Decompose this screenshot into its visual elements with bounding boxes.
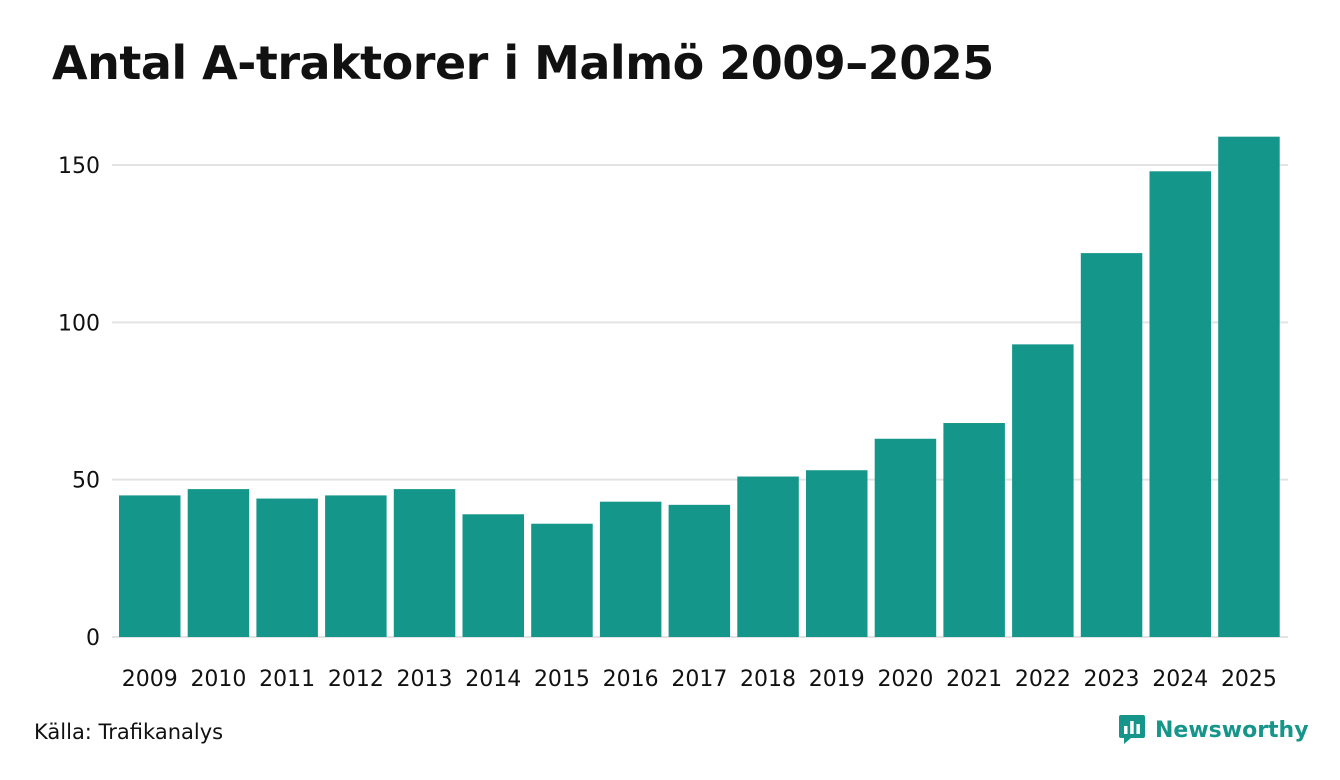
bar-2023 (1080, 253, 1143, 637)
bar-2021 (943, 423, 1005, 637)
x-tick-label: 2013 (397, 667, 453, 692)
x-tick-label: 2011 (259, 667, 315, 692)
x-tick-label: 2015 (534, 667, 590, 692)
bar-2019 (806, 470, 868, 637)
bar-2024 (1149, 171, 1211, 637)
bar-2011 (256, 498, 318, 637)
x-tick-label: 2009 (122, 667, 178, 692)
y-tick-label: 0 (86, 626, 100, 651)
brand-logo[interactable]: Newsworthy (1118, 714, 1309, 746)
x-tick-label: 2022 (1015, 667, 1071, 692)
x-tick-label: 2023 (1084, 667, 1140, 692)
chart-title: Antal A-traktorer i Malmö 2009–2025 (52, 36, 994, 90)
bar-2018 (737, 476, 799, 637)
bar-2025 (1218, 136, 1280, 637)
bar-2013 (393, 489, 456, 637)
y-tick-label: 150 (58, 154, 100, 179)
x-tick-label: 2014 (465, 667, 521, 692)
bar-2014 (462, 514, 524, 637)
bar-2015 (531, 523, 593, 637)
x-tick-label: 2020 (877, 667, 933, 692)
x-tick-label: 2017 (671, 667, 727, 692)
x-tick-label: 2012 (328, 667, 384, 692)
y-tick-label: 100 (58, 311, 100, 336)
bar-2016 (599, 501, 662, 637)
x-tick-label: 2021 (946, 667, 1002, 692)
bar-2017 (668, 504, 731, 637)
x-tick-label: 2024 (1152, 667, 1208, 692)
bar-2020 (874, 438, 937, 637)
x-tick-label: 2019 (809, 667, 865, 692)
x-tick-label: 2025 (1221, 667, 1277, 692)
bar-2010 (187, 489, 250, 637)
bar-2022 (1012, 344, 1074, 637)
bar-2009 (119, 495, 181, 637)
brand-name[interactable]: Newsworthy (1155, 717, 1309, 743)
bar-2012 (325, 495, 387, 637)
newsworthy-logo-icon (1119, 715, 1145, 744)
x-tick-label: 2018 (740, 667, 796, 692)
y-tick-label: 50 (72, 469, 100, 494)
x-tick-label: 2016 (603, 667, 659, 692)
x-tick-label: 2010 (190, 667, 246, 692)
source-note: Källa: Trafikanalys (34, 720, 224, 744)
